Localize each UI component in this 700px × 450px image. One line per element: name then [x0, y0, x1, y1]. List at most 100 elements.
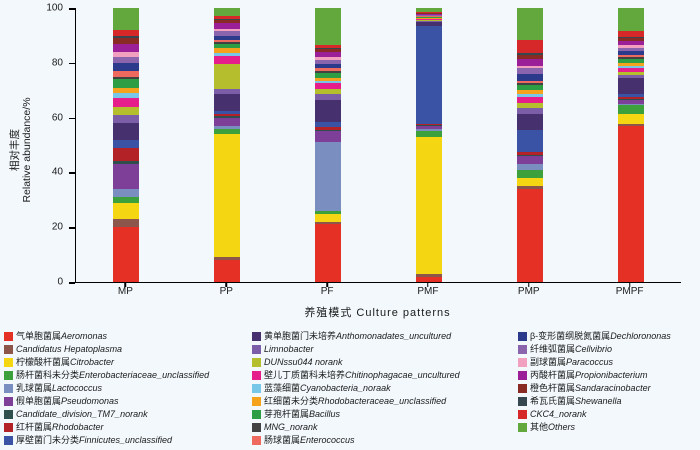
- legend-item: DUNssu044 norank: [252, 356, 516, 369]
- bar-segment: [617, 124, 644, 126]
- bar-segment: [516, 73, 543, 81]
- y-tick-mark: [69, 62, 75, 65]
- bar-segment: [214, 117, 241, 126]
- legend-swatch: [518, 410, 527, 419]
- legend-label-zh: 肠杆菌科未分类: [16, 370, 80, 380]
- legend-label-en: Paracoccus: [566, 357, 614, 367]
- bar-segment: [113, 98, 140, 107]
- bar-segment: [113, 51, 140, 58]
- bar-segment: [415, 16, 442, 17]
- legend-item: 橙色杆菌属 Sandaracinobacter: [518, 382, 698, 395]
- bar-segment: [113, 57, 140, 63]
- bar-segment: [315, 60, 342, 65]
- legend-label-en: Chitinophagacae_uncultured: [345, 370, 460, 380]
- bar-segment: [415, 8, 442, 12]
- bar-segment: [617, 105, 644, 114]
- stacked-bar-pmp: [516, 8, 543, 282]
- legend-item: 假单胞菌属 Pseudomonas: [4, 395, 250, 408]
- bar-segment: [113, 35, 140, 39]
- legend-swatch: [518, 423, 527, 432]
- y-tick-label: 60: [51, 112, 63, 124]
- legend-label-en: Lactococcus: [52, 383, 103, 393]
- bar-segment: [516, 169, 543, 178]
- legend-column: β-变形菌纲脱氮菌属 Dechlorononas 纤维弧菌属 Cellvibrio…: [518, 330, 698, 434]
- bar-segment: [415, 17, 442, 18]
- bar-segment: [617, 57, 644, 59]
- bar-segment: [516, 177, 543, 187]
- bar-segment: [516, 53, 543, 55]
- bar-segment: [214, 31, 241, 36]
- bar-segment: [214, 110, 241, 114]
- legend-label-en: Candidatus Hepatoplasma: [16, 344, 123, 354]
- bar-segment: [113, 197, 140, 203]
- legend-item: 希瓦氏菌属 Shewanella: [518, 395, 698, 408]
- legend-item: 肠杆菌科未分类 Enterobacteriaceae_unclassified: [4, 369, 250, 382]
- bar-segment: [415, 124, 442, 126]
- legend-label-zh: β-变形菌纲脱氮菌属: [530, 331, 611, 341]
- bar-segment: [415, 19, 442, 20]
- y-axis: 0 20 40 60 80 100: [0, 3, 75, 288]
- legend-swatch: [252, 410, 261, 419]
- bar-segment: [214, 88, 241, 95]
- legend-swatch: [4, 436, 13, 445]
- bar-segment: [113, 79, 140, 88]
- bar-segment: [415, 15, 442, 16]
- legend-label-en: Bacillus: [309, 409, 341, 419]
- bar-segment: [113, 8, 140, 31]
- legend-item: 蓝藻细菌 Cyanobacteria_noraak: [252, 382, 516, 395]
- bar-segment: [516, 54, 543, 59]
- stacked-bar-pmpf: [617, 8, 644, 282]
- legend-label-zh: 希瓦氏菌属: [530, 396, 576, 406]
- bar-segment: [113, 87, 140, 93]
- legend-label-en: Citrobacter: [70, 357, 115, 367]
- legend-label-en: Aeromonas: [61, 331, 108, 341]
- legend-swatch: [252, 345, 261, 354]
- bar-segment: [315, 94, 342, 100]
- x-tick-mark: [326, 282, 328, 287]
- legend-label-zh: 红细菌未分类: [264, 396, 319, 406]
- legend-label-en: Cellvibrio: [575, 344, 613, 354]
- bar-segment: [617, 68, 644, 73]
- bar-segment: [214, 128, 241, 135]
- bar-segment: [113, 218, 140, 228]
- bar-segment: [617, 65, 644, 69]
- legend-item: MNG_norank: [252, 421, 516, 434]
- legend-swatch: [4, 345, 13, 354]
- legend-item: 壁儿丁质菌科未培养 Chitinophagacae_uncultured: [252, 369, 516, 382]
- bar-segment: [315, 49, 342, 52]
- bar-segment: [415, 11, 442, 13]
- x-tick-mark: [528, 282, 530, 287]
- bar-segment: [214, 257, 241, 261]
- y-tick-label: 100: [46, 2, 63, 14]
- bar-segment: [415, 125, 442, 126]
- legend-item: 肠球菌属 Enterococcus: [252, 434, 516, 447]
- legend-item: β-变形菌纲脱氮菌属 Dechlorononas: [518, 330, 698, 343]
- bar-segment: [315, 142, 342, 211]
- stacked-bar-mp: [113, 8, 140, 282]
- legend-item: 乳球菌属 Lactococcus: [4, 382, 250, 395]
- bar-segment: [617, 36, 644, 39]
- legend-label-en: Candidate_division_TM7_norank: [16, 409, 148, 419]
- bar-segment: [516, 188, 543, 282]
- stacked-bar-pf: [315, 8, 342, 282]
- legend-label-zh: 其他: [530, 422, 549, 432]
- legend-label-zh: 乳球菌属: [16, 383, 53, 393]
- bar-segment: [516, 155, 543, 165]
- legend-swatch: [518, 371, 527, 380]
- bar-segment: [415, 16, 442, 18]
- legend-label-en: Finnicutes_unclassified: [79, 435, 173, 445]
- legend-swatch: [518, 384, 527, 393]
- legend-swatch: [4, 371, 13, 380]
- legend-label-en: Enterobacteriaceae_unclassified: [79, 370, 210, 380]
- legend-label-zh: 厚壁菌门未分类: [16, 435, 80, 445]
- bar-segment: [113, 30, 140, 36]
- bar-segment: [113, 43, 140, 52]
- bar-segment: [315, 57, 342, 61]
- x-tick-label: MP: [117, 286, 133, 297]
- bar-segment: [315, 47, 342, 50]
- bar-segment: [617, 103, 644, 106]
- bar-segment: [617, 50, 644, 55]
- y-tick-label: 80: [51, 57, 63, 69]
- bar-segment: [214, 19, 241, 21]
- legend-swatch: [252, 332, 261, 341]
